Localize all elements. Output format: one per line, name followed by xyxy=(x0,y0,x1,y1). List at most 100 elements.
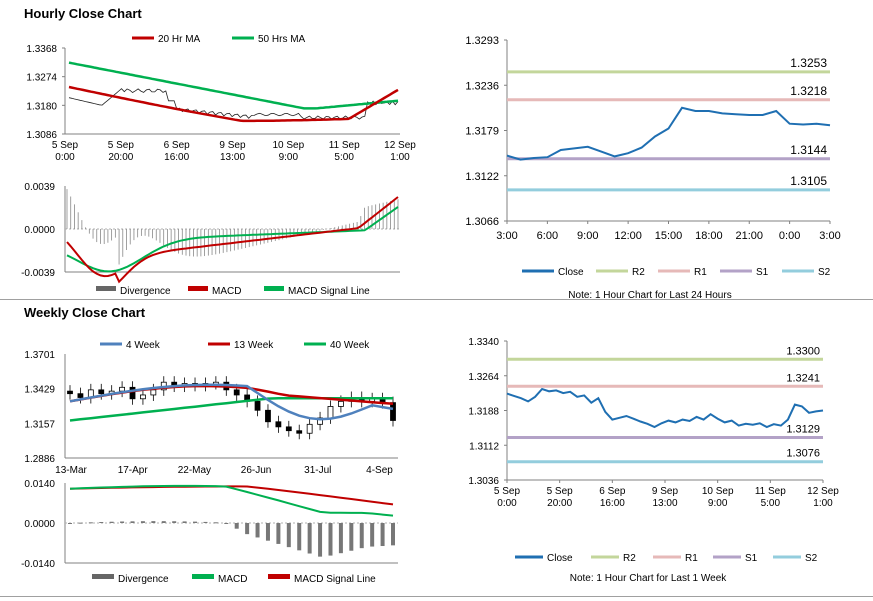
h1w-y-tick: 1.3264 xyxy=(468,372,499,383)
weekly-price-y-tick: 1.3701 xyxy=(24,350,55,361)
hourly-price-legend-label: 50 Hrs MA xyxy=(258,34,306,45)
weekly-macd-divergence-bar xyxy=(224,523,229,524)
hourly-macd-y-tick: -0.0039 xyxy=(21,268,55,279)
hourly-price-50hr-ma-series xyxy=(68,61,399,110)
h1w-x-tick-time: 0:00 xyxy=(497,498,517,509)
weekly-macd-divergence-bar xyxy=(349,523,354,551)
h1w-r1-level-label: 1.3241 xyxy=(786,372,820,384)
hourly-macd-line-series xyxy=(66,196,399,284)
weekly-macd-divergence-bar xyxy=(370,523,375,547)
weekly-macd-divergence-bar xyxy=(276,523,281,544)
h24-legend-label: S2 xyxy=(818,267,831,278)
h24-legend-label: Close xyxy=(558,267,584,278)
weekly-macd-y-tick: -0.0140 xyxy=(21,559,55,570)
h1w-x-tick-time: 5:00 xyxy=(761,498,781,509)
h1w-x-tick-time: 16:00 xyxy=(600,498,625,509)
h24-x-tick: 21:00 xyxy=(735,230,763,242)
weekly-price-x-tick: 13-Mar xyxy=(55,465,87,476)
weekly-candle-body xyxy=(129,386,136,400)
weekly-macd-legend-swatch xyxy=(92,574,114,579)
h1w-x-tick-time: 1:00 xyxy=(813,498,833,509)
hourly-price-x-tick-date: 9 Sep xyxy=(219,140,246,151)
weekly-candle-body xyxy=(233,389,240,396)
h1w-x-tick-date: 10 Sep xyxy=(702,486,734,497)
weekly-macd-divergence-bar xyxy=(182,521,187,523)
weekly-price-panel: 4 Week 13 Week 40 Week 1.3701 1.3429 1.3157 1.… xyxy=(24,340,398,476)
weekly-macd-divergence-bar xyxy=(203,521,208,523)
h24-close-series xyxy=(506,106,831,161)
h24-x-tick: 6:00 xyxy=(537,230,558,242)
hourly-price-x-tick-time: 0:00 xyxy=(55,152,75,163)
h1w-x-tick-date: 5 Sep xyxy=(547,486,574,497)
weekly-macd-divergence-bar xyxy=(68,523,72,524)
weekly-price-x-tick: 4-Sep xyxy=(366,465,393,476)
hourly-price-panel: 20 Hr MA 50 Hrs MA 1.3368 1.3274 1.3180 1.308… xyxy=(26,34,416,163)
weekly-candle-body xyxy=(140,394,146,400)
weekly-price-y-tick: 1.3157 xyxy=(24,419,55,430)
h24-r1-level-label: 1.3218 xyxy=(790,84,827,98)
h24-s1-level-label: 1.3144 xyxy=(790,143,827,157)
h24-legend-label: R1 xyxy=(694,267,707,278)
weekly-macd-divergence-bar xyxy=(120,521,125,523)
weekly-macd-divergence-bar xyxy=(88,522,93,524)
h1w-x-tick-time: 20:00 xyxy=(547,498,572,509)
hourly-price-20hr-ma-series xyxy=(68,85,399,123)
weekly-macd-divergence-bar xyxy=(328,523,333,556)
weekly-macd-divergence-bar xyxy=(161,521,166,523)
h1w-y-tick: 1.3340 xyxy=(468,337,499,348)
weekly-macd-divergence-bar xyxy=(380,523,385,547)
weekly-macd-divergence-bar xyxy=(297,523,302,551)
h24-x-tick: 12:00 xyxy=(614,230,642,242)
hourly-price-x-tick-time: 13:00 xyxy=(220,152,245,163)
weekly-macd-y-tick: 0.0000 xyxy=(24,519,55,530)
weekly-40-week-series xyxy=(69,396,393,422)
weekly-close-chart-title: Weekly Close Chart xyxy=(24,305,146,320)
h24-x-tick: 3:00 xyxy=(819,230,840,242)
weekly-macd-divergence-bar xyxy=(286,523,291,548)
hourly-price-x-tick-time: 1:00 xyxy=(390,152,410,163)
weekly-4-week-series xyxy=(69,383,394,421)
weekly-candle-body xyxy=(77,393,84,398)
weekly-macd-divergence-bar xyxy=(99,522,104,524)
weekly-price-x-tick: 22-May xyxy=(178,465,211,476)
weekly-candle-body xyxy=(317,417,323,425)
h24-x-tick: 3:00 xyxy=(496,230,517,242)
h24-r2-level-label: 1.3253 xyxy=(790,56,827,70)
h1w-r2-level-label: 1.3300 xyxy=(786,345,820,357)
hourly-macd-legend-label: MACD xyxy=(212,286,241,297)
hourly-macd-legend-swatch xyxy=(264,286,284,291)
weekly-macd-divergence-bar xyxy=(193,521,198,523)
weekly-candle-body xyxy=(306,423,313,434)
weekly-macd-panel: 0.0140 0.0000 -0.0140 Divergence MACD MACD Si… xyxy=(21,479,398,585)
weekly-macd-legend-label: Divergence xyxy=(118,574,169,585)
h1w-legend-label: Close xyxy=(547,553,573,564)
weekly-macd-divergence-bar xyxy=(234,523,239,529)
weekly-price-y-tick: 1.3429 xyxy=(24,385,55,396)
h1w-s2-level-label: 1.3076 xyxy=(786,448,820,460)
weekly-macd-legend-label: MACD xyxy=(218,574,247,585)
hourly-close-chart-title: Hourly Close Chart xyxy=(24,6,142,21)
h1w-s1-level-label: 1.3129 xyxy=(786,423,820,435)
hourly-macd-legend-label: Divergence xyxy=(120,286,171,297)
h24-legend-label: S1 xyxy=(756,267,769,278)
weekly-candle-body xyxy=(150,389,157,396)
h1w-x-tick-date: 6 Sep xyxy=(599,486,626,497)
hourly-price-y-tick: 1.3086 xyxy=(26,130,57,141)
weekly-candle-body xyxy=(327,406,334,419)
weekly-13-week-series xyxy=(69,384,394,406)
h1w-x-tick-date: 9 Sep xyxy=(652,486,679,497)
h24-y-tick: 1.3236 xyxy=(465,80,499,92)
weekly-macd-signal-series xyxy=(69,485,394,506)
hourly-macd-legend-label: MACD Signal Line xyxy=(288,286,370,297)
h1w-y-tick: 1.3036 xyxy=(468,476,499,487)
weekly-macd-line-series xyxy=(69,484,394,517)
h24-x-tick: 15:00 xyxy=(655,230,683,242)
weekly-macd-legend-swatch xyxy=(268,574,290,579)
h1w-x-tick-time: 9:00 xyxy=(708,498,728,509)
hourly-24h-chart: 1.3293 1.3236 1.3179 1.3122 1.3066 3:00 6:00 9:… xyxy=(465,35,840,278)
section-divider xyxy=(0,299,873,300)
hourly-price-close-series xyxy=(68,88,399,120)
weekly-macd-legend-swatch xyxy=(192,574,214,579)
weekly-candle-body xyxy=(285,426,292,432)
h24-y-tick: 1.3122 xyxy=(465,171,499,183)
